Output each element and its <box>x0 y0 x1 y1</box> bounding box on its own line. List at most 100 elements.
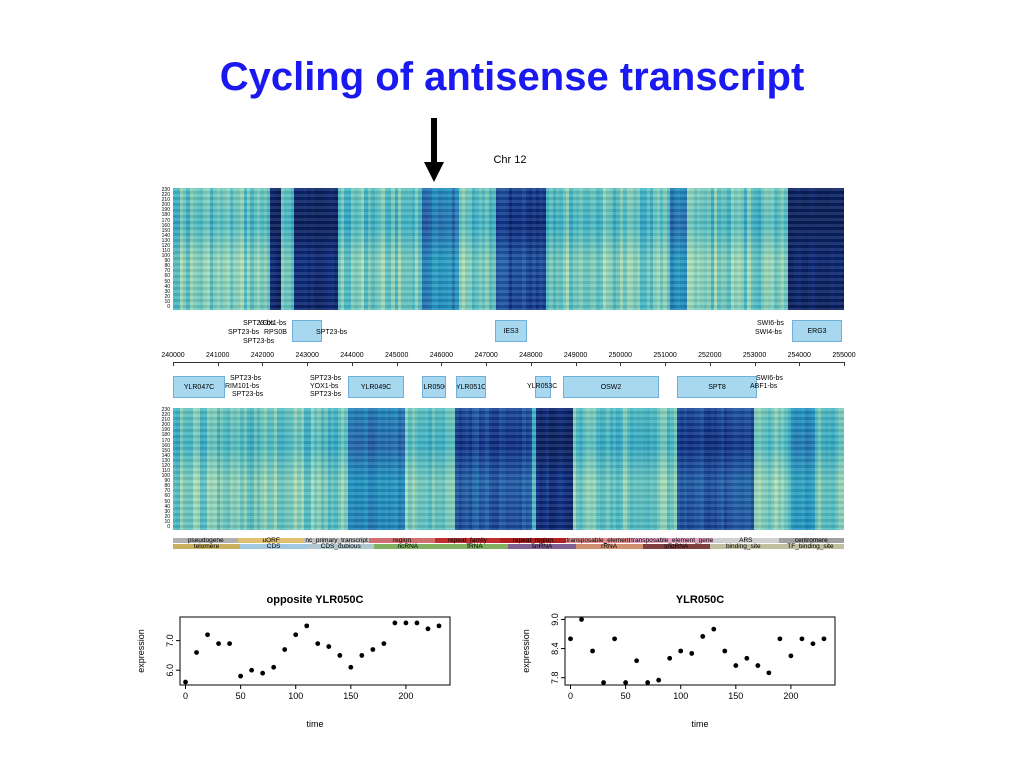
heatmap-column <box>173 408 177 530</box>
heatmap-column <box>734 188 738 310</box>
heatmap-column <box>757 408 761 530</box>
heatmap-column <box>334 408 338 530</box>
heatmap-column <box>307 408 311 530</box>
feature-ylr051c: YLR051C <box>456 376 486 398</box>
legend-item: CDS_dubious <box>307 543 375 550</box>
heatmap-y-tick-label: 120 <box>161 462 170 469</box>
heatmap-column <box>794 188 798 310</box>
heatmap-column <box>246 408 251 530</box>
data-point <box>579 617 584 622</box>
heatmap-column <box>508 408 513 530</box>
heatmap-column <box>781 408 785 530</box>
heatmap-column <box>606 408 610 530</box>
data-point <box>414 620 420 626</box>
heatmap-column <box>834 188 839 310</box>
heatmap-column <box>293 408 298 530</box>
heatmap-column <box>233 188 237 310</box>
heatmap-column <box>314 408 318 530</box>
heatmap-column <box>828 188 832 310</box>
genome-axis-tick <box>217 362 219 366</box>
heatmap-column <box>371 188 375 310</box>
heatmap-column <box>176 408 180 530</box>
data-point <box>381 641 387 647</box>
heatmap-column <box>287 408 291 530</box>
heatmap-column <box>314 188 318 310</box>
heatmap-column <box>461 408 466 530</box>
data-point <box>238 673 244 679</box>
heatmap-column <box>673 188 677 310</box>
heatmap-column <box>310 188 315 310</box>
heatmap-column <box>458 188 462 310</box>
heatmap-column <box>455 188 459 310</box>
heatmap-y-tick-label: 120 <box>161 242 170 249</box>
feature-label: SPT23-bs <box>243 320 275 327</box>
heatmap-column <box>179 408 184 530</box>
x-tick-label: 50 <box>236 691 246 701</box>
x-axis-label: time <box>306 719 323 729</box>
heatmap-column <box>737 408 741 530</box>
heatmap-column <box>263 188 268 310</box>
heatmap-column <box>559 408 563 530</box>
heatmap-column <box>589 408 593 530</box>
heatmap-column <box>448 188 452 310</box>
heatmap-column <box>572 188 577 310</box>
heatmap-column <box>304 188 308 310</box>
heatmap-column <box>441 188 446 310</box>
heatmap-column <box>663 408 667 530</box>
heatmap-column <box>777 188 782 310</box>
heatmap-column <box>230 408 234 530</box>
data-point <box>645 680 651 685</box>
legend-item: uORF <box>238 537 304 544</box>
heatmap-column <box>522 188 526 310</box>
genome-axis-tick-label: 245000 <box>384 352 409 359</box>
slide-title: Cycling of antisense transcript <box>219 55 805 99</box>
heatmap-column <box>770 408 775 530</box>
heatmap-column <box>831 188 835 310</box>
data-point <box>568 636 573 642</box>
heatmap-column <box>236 188 241 310</box>
heatmap-column <box>388 188 392 310</box>
heatmap-column <box>199 188 204 310</box>
heatmap-column <box>465 188 469 310</box>
heatmap-y-tick-label: 210 <box>161 417 170 424</box>
heatmap-column <box>824 188 829 310</box>
feature-label: YOX1-bs <box>258 320 287 327</box>
heatmap-column <box>814 188 818 310</box>
heatmap-column <box>740 188 745 310</box>
heatmap-column <box>260 408 264 530</box>
heatmap-column <box>478 408 483 530</box>
heatmap-column <box>411 188 415 310</box>
feature-label: RIM101-bs <box>225 383 260 390</box>
feature-ies3: IES3 <box>495 320 527 342</box>
heatmap-column <box>381 408 385 530</box>
heatmap-column <box>613 408 617 530</box>
heatmap-column <box>320 188 325 310</box>
heatmap-column <box>754 188 758 310</box>
genome-axis-tick <box>351 362 353 366</box>
heatmap-column <box>334 188 338 310</box>
heatmap-column <box>300 188 305 310</box>
heatmap-y-tick-label: 50 <box>164 278 170 285</box>
data-point <box>348 664 354 670</box>
genome-axis-tick <box>575 362 577 366</box>
heatmap-column <box>596 188 600 310</box>
heatmap-column <box>723 188 728 310</box>
heatmap-column <box>287 188 291 310</box>
heatmap-column <box>270 188 274 310</box>
heatmap-column <box>471 188 476 310</box>
data-point <box>260 670 266 676</box>
heatmap-y-tick-label: 210 <box>161 197 170 204</box>
heatmap-column <box>569 188 573 310</box>
legend-item: nc_primary_transcript <box>303 537 370 544</box>
heatmap-column <box>670 408 674 530</box>
heatmap-column <box>767 408 771 530</box>
genome-axis-tick-label: 249000 <box>563 352 588 359</box>
heatmap-column <box>801 188 805 310</box>
heatmap-column <box>273 408 278 530</box>
heatmap-column <box>367 188 372 310</box>
heatmap-column <box>807 188 812 310</box>
heatmap-column <box>555 188 560 310</box>
heatmap-column <box>445 188 449 310</box>
genome-axis-tick-label: 250000 <box>608 352 633 359</box>
heatmap-column <box>398 188 402 310</box>
